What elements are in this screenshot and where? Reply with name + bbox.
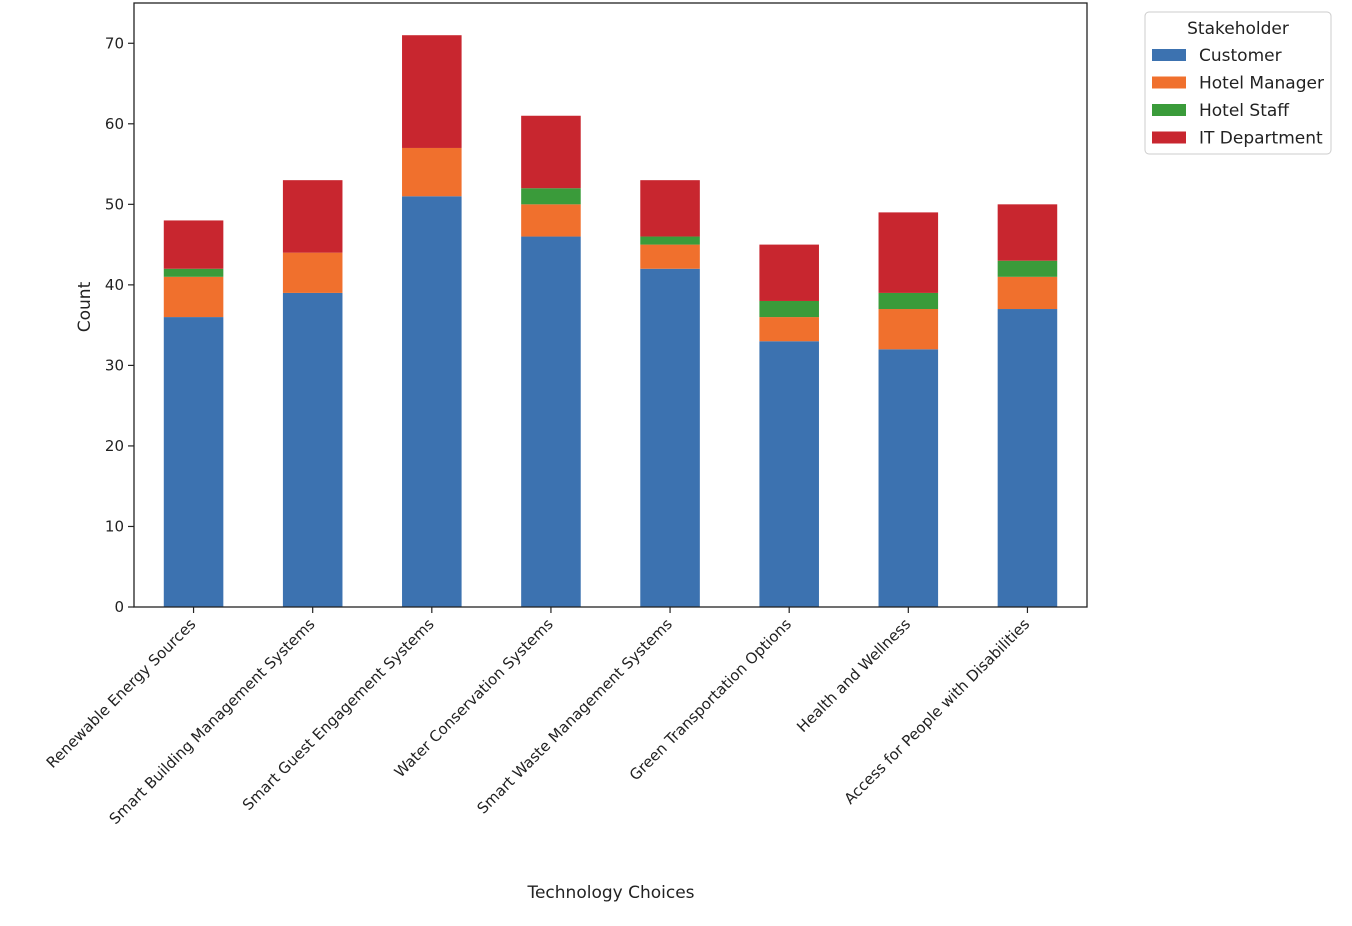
bar-segment-5-series-4	[640, 180, 700, 237]
y-axis: 0 10 20 30 40 50 60 70	[105, 34, 134, 616]
y-tick-label: 40	[105, 276, 124, 294]
bar-segment-3-series-4	[402, 35, 462, 148]
y-tick-label: 0	[114, 598, 124, 616]
x-axis-label: Technology Choices	[526, 883, 694, 903]
bar-segment-3-series-1	[402, 196, 462, 607]
bar-segment-3-series-2	[402, 147, 462, 197]
y-tick-label: 30	[105, 356, 124, 374]
x-tick-label: Access for People with Disabilities	[841, 615, 1034, 808]
legend-swatch-4	[1152, 131, 1186, 144]
bar-segment-2-series-4	[282, 180, 343, 253]
legend-swatch-2	[1152, 76, 1186, 89]
legend-label-2: Hotel Manager	[1199, 74, 1324, 94]
bar-segment-8-series-4	[997, 204, 1058, 261]
x-tick-label: Health and Wellness	[793, 615, 914, 736]
bars-group	[163, 35, 1058, 608]
bar-segment-5-series-3	[640, 236, 700, 245]
bar-segment-4-series-2	[521, 204, 581, 237]
legend-items: Customer Hotel Manager Hotel Staff IT Depar…	[1152, 46, 1324, 149]
bar-segment-1-series-3	[163, 268, 224, 277]
y-tick-label: 70	[105, 34, 124, 52]
bar-segment-6-series-4	[759, 244, 819, 301]
bar-segment-8-series-2	[997, 276, 1058, 310]
bar-segment-5-series-1	[640, 268, 700, 607]
plot-frame	[133, 2, 1088, 608]
bar-segment-1-series-1	[163, 317, 224, 607]
bar-segment-7-series-2	[878, 309, 939, 350]
bar-segment-5-series-2	[640, 244, 700, 269]
y-tick-label: 60	[105, 115, 124, 133]
bar-segment-6-series-1	[759, 341, 819, 607]
legend-label-1: Customer	[1199, 46, 1282, 66]
legend-label-4: IT Department	[1199, 129, 1323, 149]
y-tick-label: 20	[105, 437, 124, 455]
bar-segment-8-series-3	[997, 260, 1058, 277]
bar-segment-6-series-2	[759, 317, 819, 342]
legend: Stakeholder Customer Hotel Manager Hotel S…	[1144, 11, 1332, 155]
x-tick-label: Smart Waste Management Systems	[473, 615, 676, 818]
x-tick-label: Smart Building Management Systems	[106, 615, 319, 828]
y-axis-label: Count	[75, 281, 95, 332]
bar-segment-4-series-3	[521, 188, 581, 205]
bar-segment-8-series-1	[997, 309, 1058, 607]
bar-segment-7-series-3	[878, 292, 939, 310]
bar-segment-1-series-2	[163, 276, 224, 318]
bar-segment-4-series-4	[521, 115, 581, 189]
bar-segment-2-series-1	[282, 292, 343, 607]
legend-label-3: Hotel Staff	[1199, 101, 1290, 121]
bar-segment-2-series-2	[282, 252, 343, 293]
bar-segment-1-series-4	[163, 220, 224, 269]
bar-segment-4-series-1	[521, 236, 581, 608]
legend-swatch-3	[1152, 104, 1186, 116]
bar-segment-6-series-3	[759, 300, 819, 318]
y-tick-label: 10	[105, 517, 124, 535]
legend-frame	[1144, 11, 1332, 155]
legend-title: Stakeholder	[1187, 19, 1289, 39]
x-tick-label: Smart Guest Engagement Systems	[239, 615, 438, 814]
bar-segment-7-series-1	[878, 349, 939, 607]
bar-segment-7-series-4	[878, 212, 939, 293]
legend-swatch-1	[1152, 49, 1186, 61]
y-tick-label: 50	[105, 195, 124, 213]
